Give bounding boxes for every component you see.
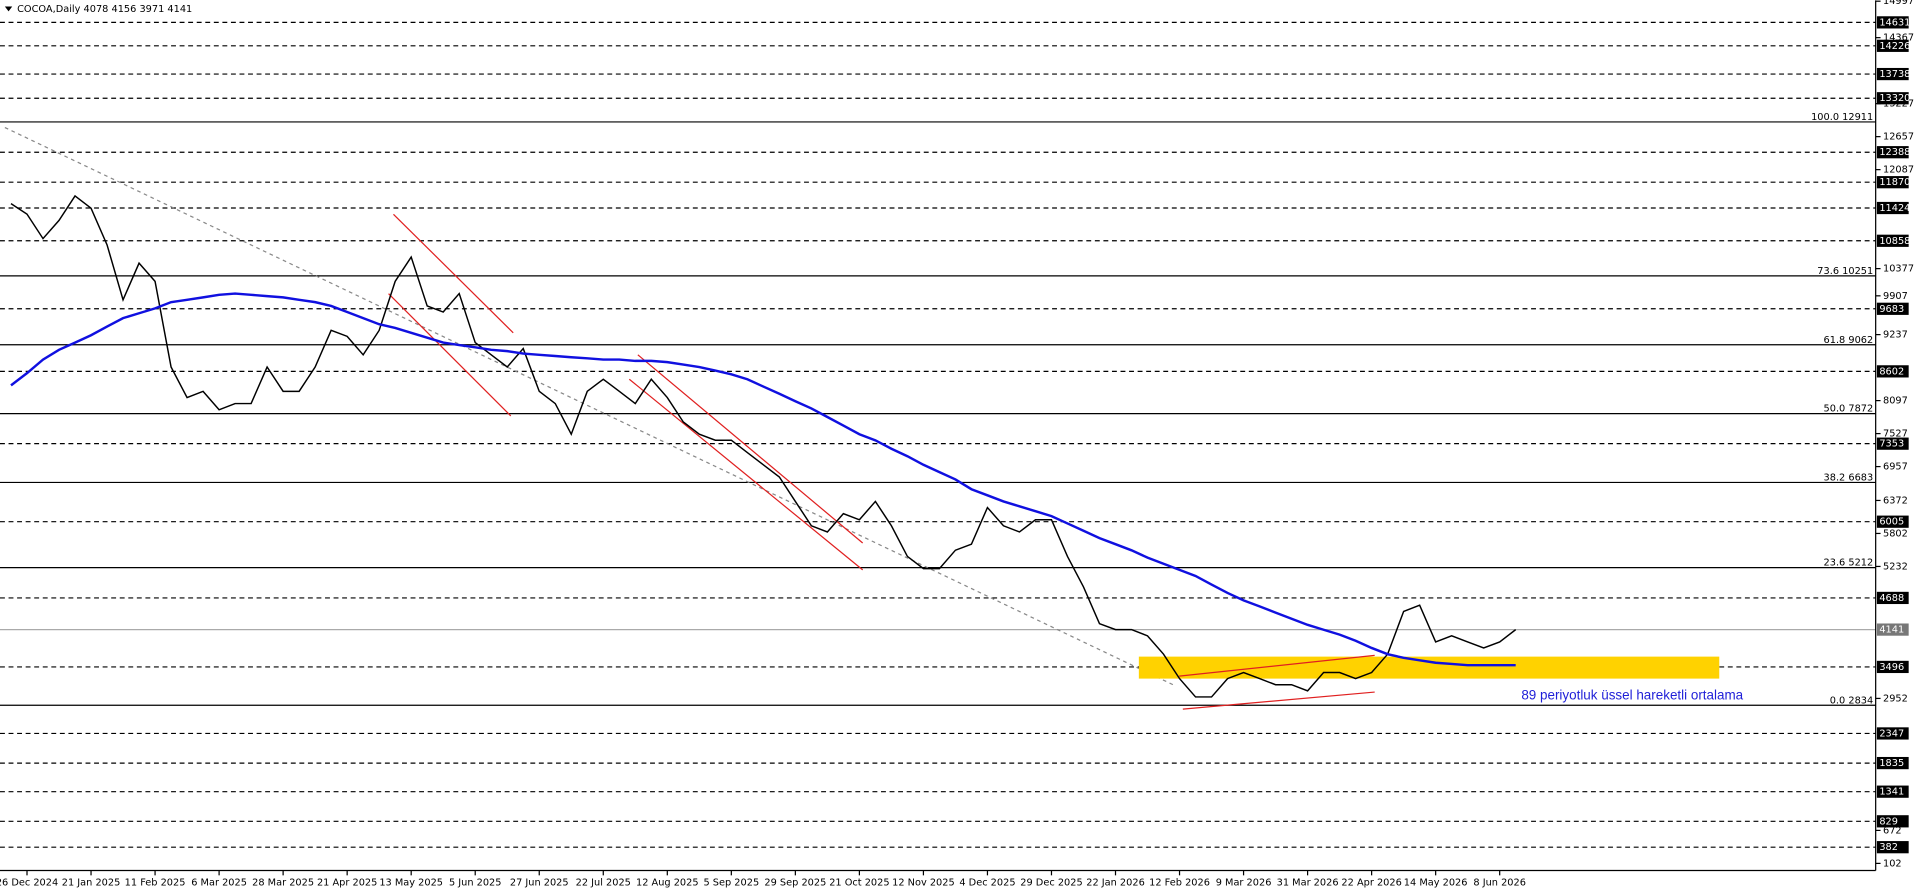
level-line-label: 7353 xyxy=(1879,439,1904,450)
x-tick-label: 12 Feb 2026 xyxy=(1149,878,1210,888)
level-line-box xyxy=(1876,201,1909,215)
level-line-box xyxy=(1876,727,1909,740)
x-tick-label: 21 Oct 2025 xyxy=(829,878,889,888)
x-tick-label: 9 Mar 2026 xyxy=(1216,878,1272,888)
y-tick-label: 9907 xyxy=(1883,291,1908,302)
level-line-label: 4688 xyxy=(1879,593,1904,604)
levels: 1499714367132271265712087103779907923780… xyxy=(0,0,1914,869)
level-line-label: 13738 xyxy=(1879,69,1910,80)
y-tick-label: 5232 xyxy=(1883,561,1908,572)
chart-title: COCOA,Daily 4078 4156 3971 4141 xyxy=(17,4,192,15)
x-tick-label: 13 May 2025 xyxy=(379,878,443,888)
x-tick-label: 26 Dec 2024 xyxy=(0,878,58,888)
x-tick-label: 29 Dec 2025 xyxy=(1020,878,1082,888)
y-tick-label: 6957 xyxy=(1883,462,1908,473)
ema-annotation: 89 periyotluk üssel hareketli ortalama xyxy=(1521,687,1743,702)
level-line-label: 2347 xyxy=(1879,728,1904,739)
level-line-label: 3496 xyxy=(1879,662,1904,673)
level-line-label: 14226 xyxy=(1879,41,1910,52)
level-line-label: 10858 xyxy=(1879,236,1910,247)
y-tick-label: 8097 xyxy=(1883,396,1908,407)
y-tick-label: 12087 xyxy=(1883,165,1914,176)
level-line-box xyxy=(1876,146,1909,159)
level-line-box xyxy=(1876,67,1909,81)
level-line-box xyxy=(1876,785,1909,798)
x-tick-label: 12 Nov 2025 xyxy=(892,878,955,888)
level-line-label: 8602 xyxy=(1879,366,1904,377)
x-tick-label: 22 Jul 2025 xyxy=(576,878,631,888)
current-price-label: 4141 xyxy=(1879,625,1904,636)
x-tick-label: 5 Sep 2025 xyxy=(703,878,759,888)
level-line-box xyxy=(1876,660,1909,674)
x-tick-label: 6 Mar 2025 xyxy=(191,878,247,888)
x-tick-label: 22 Apr 2026 xyxy=(1341,878,1401,888)
level-line-box xyxy=(1876,176,1909,189)
x-tick-label: 14 May 2026 xyxy=(1404,878,1468,888)
fib-label: 100.0 12911 xyxy=(1811,112,1873,123)
level-line-label: 12388 xyxy=(1879,147,1910,158)
level-line-box xyxy=(1876,39,1909,52)
y-tick-label: 672 xyxy=(1883,825,1902,836)
y-tick-label: 12657 xyxy=(1883,132,1914,143)
x-tick-label: 11 Feb 2025 xyxy=(125,878,186,888)
x-tick-label: 31 Mar 2026 xyxy=(1277,878,1339,888)
x-tick-label: 22 Jan 2026 xyxy=(1086,878,1145,888)
y-tick-label: 10377 xyxy=(1883,264,1914,275)
x-tick-label: 29 Sep 2025 xyxy=(764,878,826,888)
level-line-box xyxy=(1876,815,1909,828)
level-line-box xyxy=(1876,234,1909,247)
level-line-box xyxy=(1876,841,1909,854)
y-tick-label: 102 xyxy=(1883,858,1902,869)
level-line-box xyxy=(1876,16,1909,29)
x-tick-label: 21 Apr 2025 xyxy=(317,878,377,888)
menu-arrow[interactable] xyxy=(4,6,13,12)
level-line-label: 11870 xyxy=(1879,177,1910,188)
x-tick-label: 8 Jun 2026 xyxy=(1473,878,1526,888)
current-price-box xyxy=(1876,623,1909,636)
y-tick-label: 9237 xyxy=(1883,330,1908,341)
level-line-box xyxy=(1876,302,1909,315)
zone xyxy=(1138,656,1720,679)
x-tick-label: 27 Jun 2025 xyxy=(510,878,569,888)
x-tick-label: 4 Dec 2025 xyxy=(959,878,1015,888)
y-tick-label: 6372 xyxy=(1883,495,1908,506)
y-tick-label: 14997 xyxy=(1883,0,1914,7)
level-line-box xyxy=(1876,591,1909,605)
level-line-label: 9683 xyxy=(1879,304,1904,315)
trend-line xyxy=(4,126,1174,686)
level-line-box xyxy=(1876,515,1909,528)
level-line-label: 6005 xyxy=(1879,517,1904,528)
y-tick-label: 7527 xyxy=(1883,429,1908,440)
price-line xyxy=(10,194,1517,698)
fib-label: 0.0 2834 xyxy=(1830,695,1874,706)
level-line-label: 1835 xyxy=(1879,758,1904,769)
level-line-box xyxy=(1876,437,1909,450)
fib-label: 61.8 9062 xyxy=(1824,335,1874,346)
fib-label: 50.0 7872 xyxy=(1824,404,1874,415)
level-line-label: 11424 xyxy=(1879,203,1910,214)
channels xyxy=(388,213,1375,710)
y-tick-label: 2952 xyxy=(1883,693,1908,704)
level-line-label: 382 xyxy=(1879,842,1898,853)
x-tick-label: 28 Mar 2025 xyxy=(252,878,314,888)
series: 26 Dec 2024 21 Jan 2025 11 Feb 2025 6 Mar 2… xyxy=(0,194,1526,888)
fib-label: 38.2 6683 xyxy=(1824,473,1874,484)
level-line-label: 829 xyxy=(1879,816,1898,827)
x-tick-label: 5 Jun 2025 xyxy=(449,878,502,888)
y-tick-label: 5802 xyxy=(1883,528,1908,539)
level-line-label: 1341 xyxy=(1879,787,1904,798)
fib-label: 73.6 10251 xyxy=(1817,266,1873,277)
fib-label: 23.6 5212 xyxy=(1824,558,1874,569)
level-line-box xyxy=(1876,92,1909,105)
x-tick-label: 12 Aug 2025 xyxy=(636,878,699,888)
level-line-label: 13320 xyxy=(1879,93,1910,104)
y-tick-label: 14367 xyxy=(1883,33,1914,44)
level-line-box xyxy=(1876,756,1909,770)
level-line-label: 14631 xyxy=(1879,17,1910,28)
x-tick-label: 21 Jan 2025 xyxy=(62,878,121,888)
ema-line xyxy=(10,292,1516,667)
level-line-box xyxy=(1876,365,1909,378)
